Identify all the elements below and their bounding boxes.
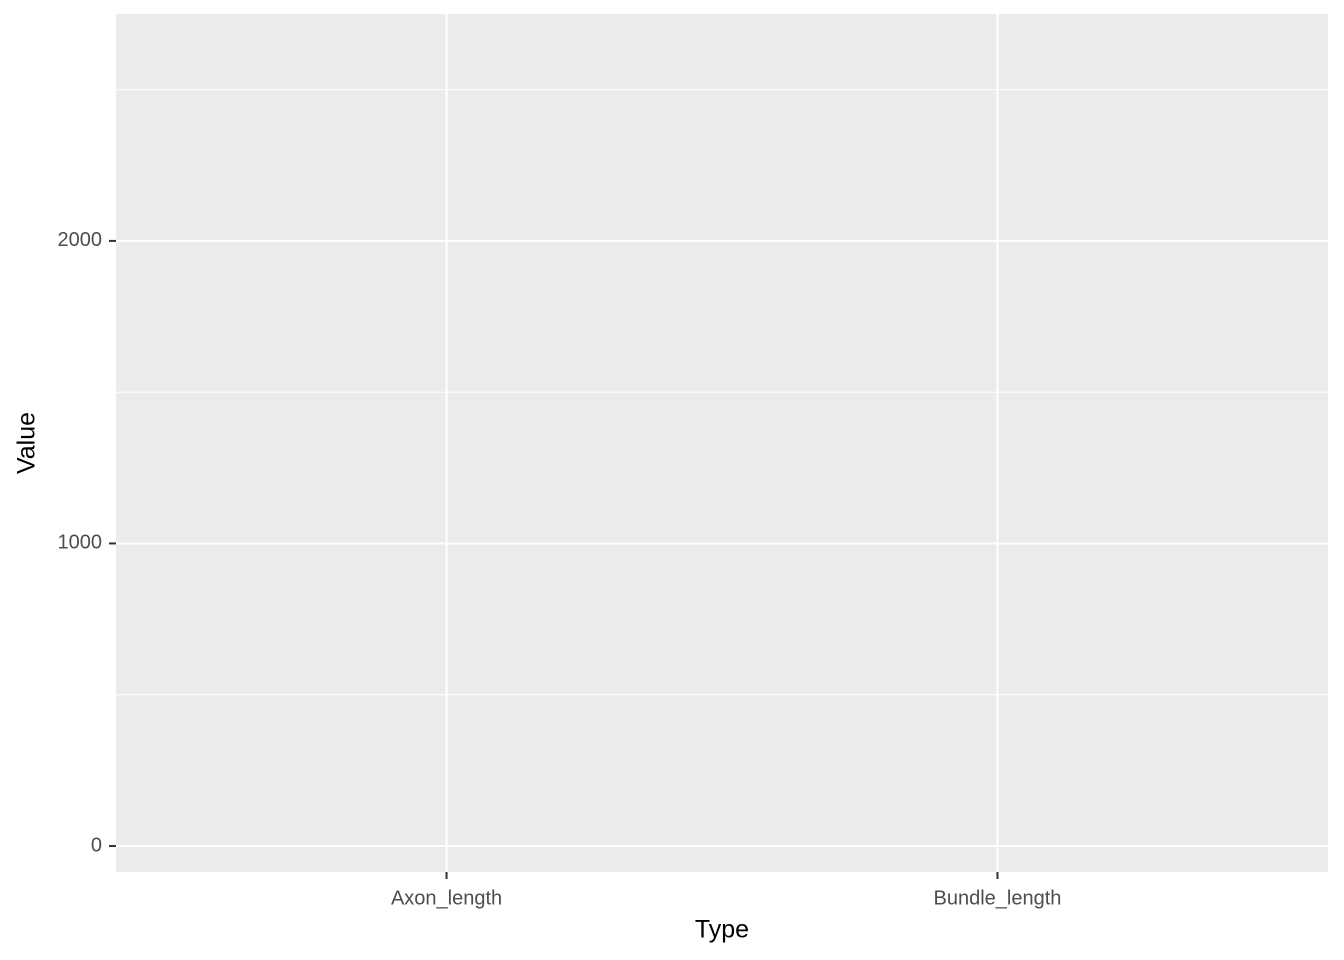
y-tick-label: 2000: [58, 229, 103, 251]
y-axis-title: Value: [13, 412, 41, 474]
x-tick-label: Axon_length: [391, 887, 502, 909]
y-tick-label: 1000: [58, 532, 103, 554]
x-tick-label: Bundle_length: [934, 887, 1062, 909]
panel: [116, 14, 1328, 872]
y-tick-label: 0: [91, 834, 102, 856]
x-axis-title: Type: [695, 916, 749, 944]
